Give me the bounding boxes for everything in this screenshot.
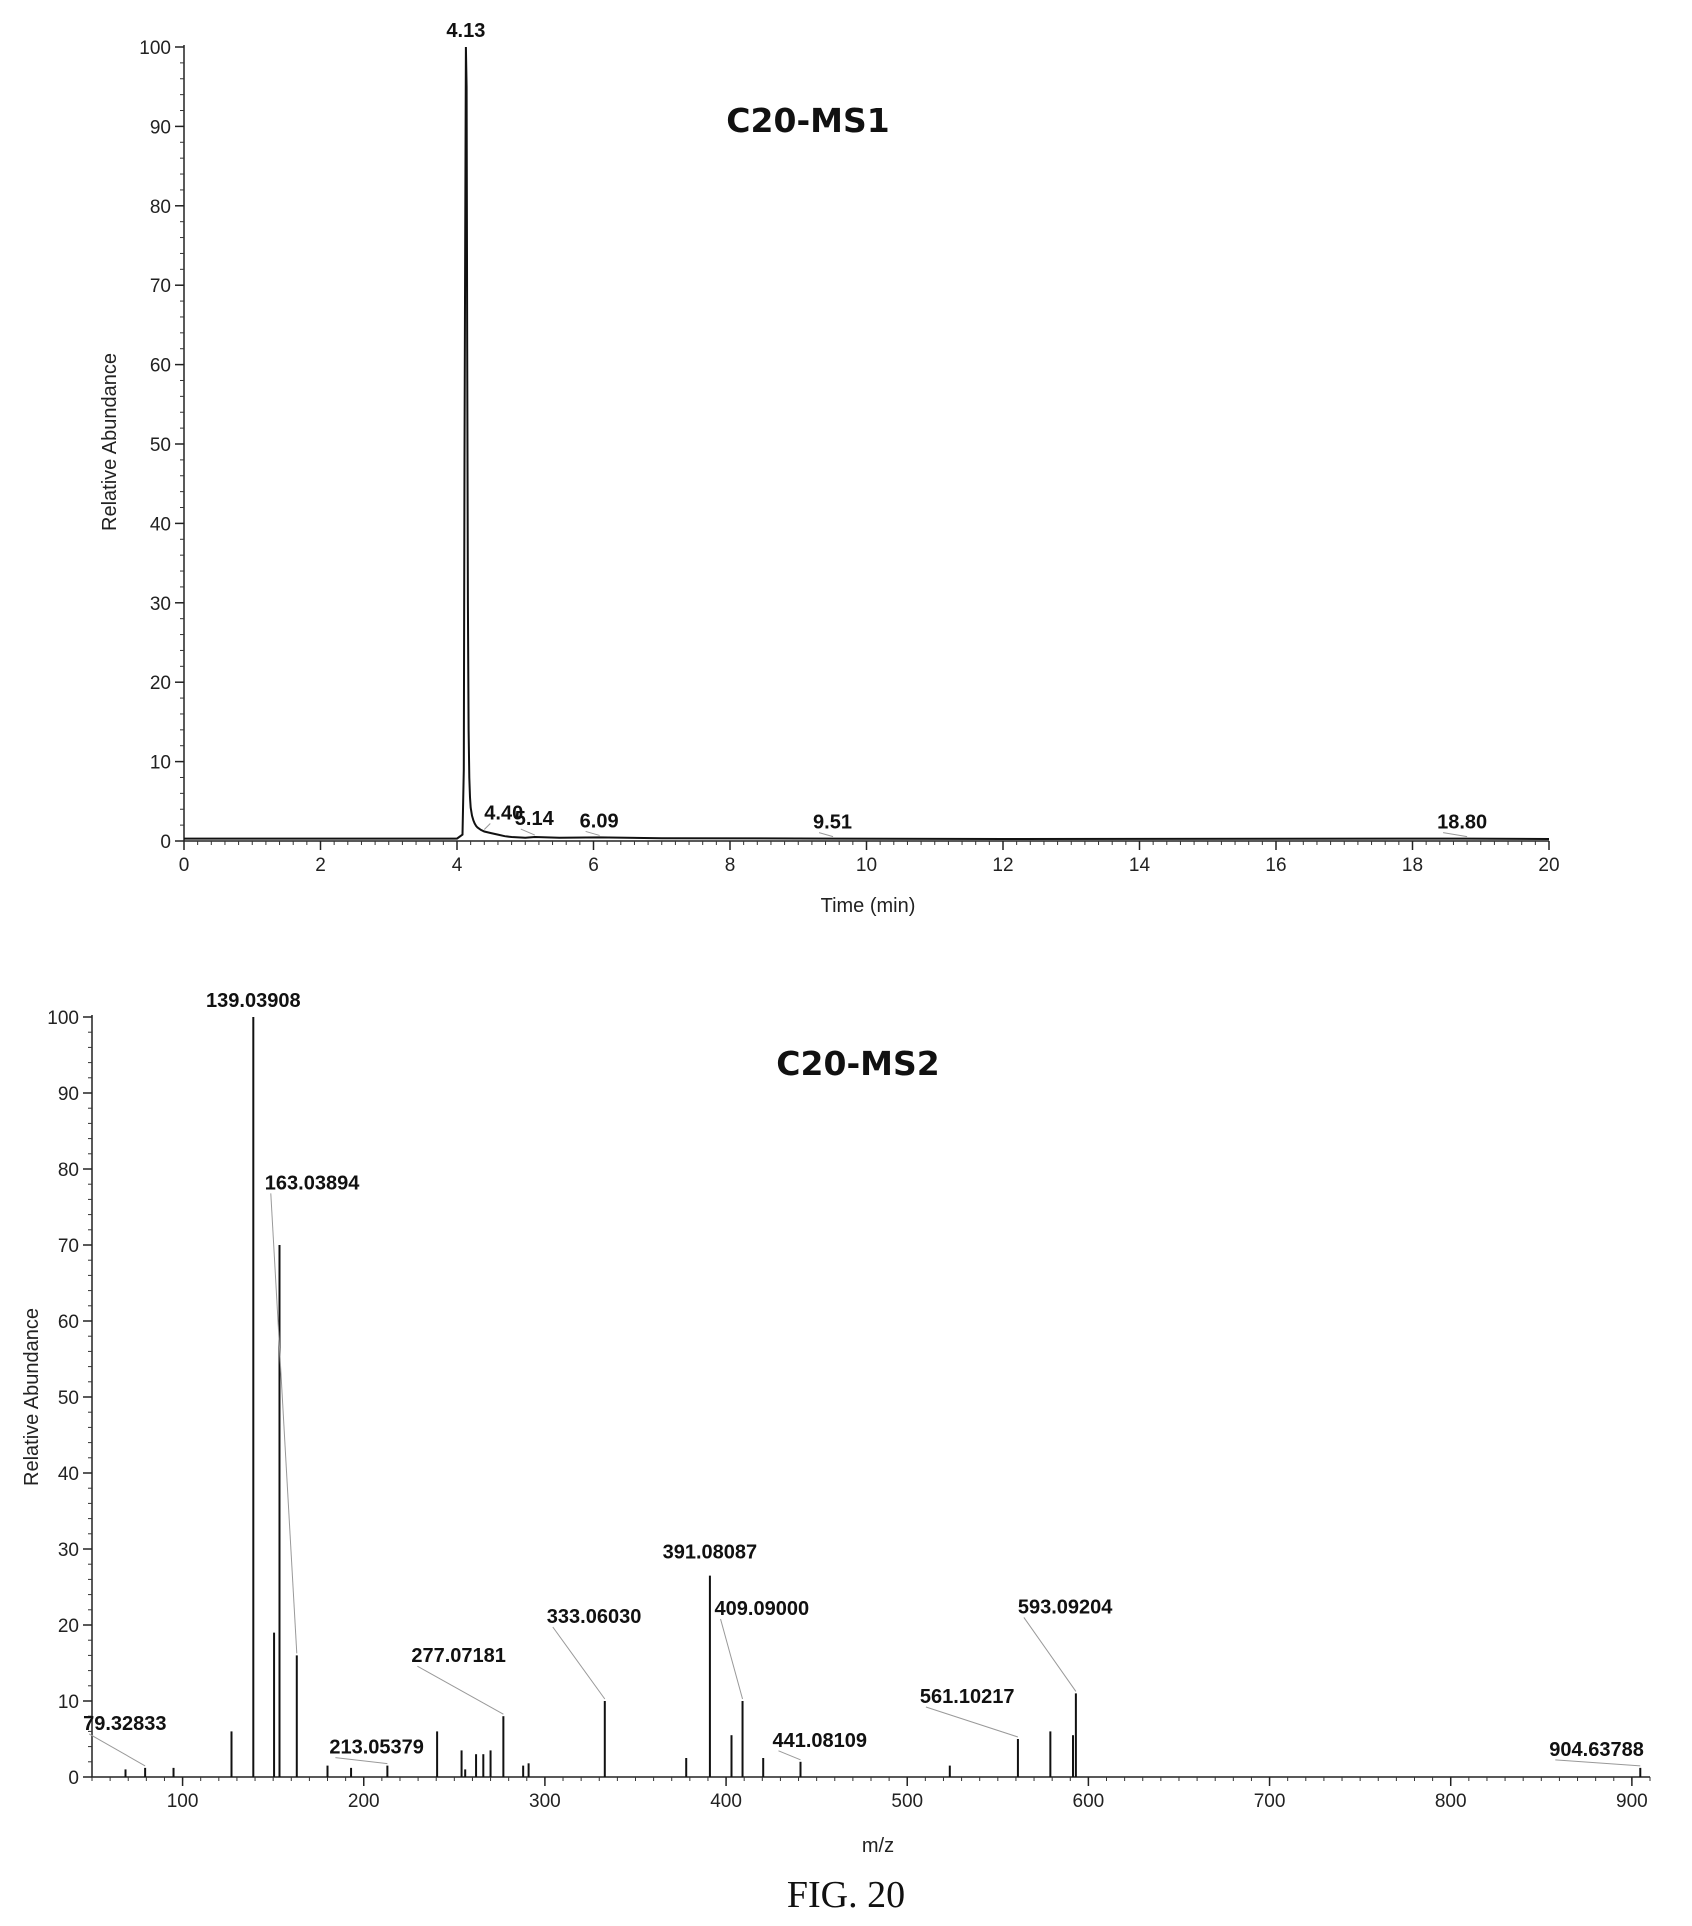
ms2-peak-label: 139.03908	[206, 990, 301, 1012]
ms2-peak-leader-line	[88, 1733, 146, 1767]
ms2-peak-label: 391.08087	[663, 1542, 758, 1564]
ms1-y-tick-label: 20	[150, 673, 171, 694]
ms2-y-tick-label: 40	[58, 1464, 79, 1485]
ms1-y-tick-label: 10	[150, 753, 171, 774]
ms2-x-tick-label: 200	[348, 1791, 380, 1812]
ms2-x-tick-label: 400	[710, 1791, 742, 1812]
ms1-peak-leader-line	[818, 832, 834, 838]
ms2-x-axis-label: m/z	[862, 1835, 894, 1857]
ms1-y-tick-label: 30	[150, 594, 171, 615]
ms2-peak-leader-line	[552, 1626, 606, 1700]
ms1-peak-leader-line	[520, 828, 536, 836]
ms2-chart-title: C20-MS2	[776, 1044, 939, 1083]
ms2-peak-leader-line	[417, 1665, 504, 1715]
ms1-x-axis-label: Time (min)	[821, 895, 916, 917]
ms2-y-tick-label: 20	[58, 1616, 79, 1637]
ms2-y-tick-label: 100	[47, 1008, 79, 1029]
ms1-chromatogram-chart: C20-MS1 Time (min) Relative Abundance 0 2…	[99, 20, 1560, 917]
ms2-y-tick-label: 50	[58, 1388, 79, 1409]
ms1-peak-leader-line	[585, 830, 600, 836]
ms1-x-tick-label: 18	[1402, 855, 1423, 876]
ms2-y-tick-label: 90	[58, 1084, 79, 1105]
ms2-minor-ticks	[88, 1016, 1651, 1781]
ms1-peak-label: 4.13	[446, 20, 485, 42]
ms2-peak-label: 163.03894	[265, 1172, 360, 1194]
ms1-chart-title: C20-MS1	[726, 101, 889, 140]
ms2-x-tick-label: 300	[529, 1791, 561, 1812]
ms2-peak-leader-line	[335, 1757, 388, 1765]
ms1-y-tick-label: 40	[150, 514, 171, 535]
ms1-x-tick-label: 0	[179, 855, 190, 876]
ms2-peak-label: 441.08109	[772, 1730, 867, 1752]
ms2-peak-label: 904.63788	[1549, 1739, 1644, 1761]
ms2-y-tick-label: 70	[58, 1236, 79, 1257]
ms2-peak-leader-line	[1023, 1617, 1077, 1692]
ms1-x-tick-label: 6	[588, 855, 599, 876]
ms1-y-tick-label: 90	[150, 117, 171, 138]
ms2-peak-label: 277.07181	[411, 1645, 506, 1667]
ms2-peak-leader-line	[270, 1193, 298, 1654]
ms1-peak-label: 6.09	[580, 810, 619, 832]
ms2-peak-label: 333.06030	[547, 1606, 642, 1628]
ms1-y-tick-label: 0	[160, 832, 171, 853]
ms1-peak-label: 4.40	[484, 802, 523, 824]
ms2-peak-label: 409.09000	[715, 1598, 810, 1620]
ms2-peak-label: 79.32833	[83, 1713, 166, 1735]
figure-caption: FIG. 20	[787, 1874, 905, 1916]
ms1-peak-leader-line	[483, 823, 491, 830]
ms1-y-tick-label: 70	[150, 276, 171, 297]
ms2-peak-leader-line	[1555, 1759, 1641, 1767]
ms2-peak-label: 561.10217	[920, 1686, 1015, 1708]
ms2-peak-label: 213.05379	[329, 1737, 424, 1759]
ms2-peak-leader-line	[925, 1706, 1019, 1738]
ms2-y-axis-label: Relative Abundance	[21, 1308, 43, 1486]
ms1-x-tick-label: 14	[1129, 855, 1151, 876]
ms1-peak-label: 9.51	[813, 812, 852, 834]
ms2-peak-leader-line	[720, 1618, 744, 1700]
ms1-y-tick-label: 60	[150, 356, 171, 377]
ms2-x-tick-label: 900	[1616, 1791, 1648, 1812]
ms1-series-line	[184, 46, 1550, 841]
ms2-x-tick-label: 700	[1254, 1791, 1286, 1812]
ms2-peak-leader-line	[778, 1750, 801, 1761]
ms1-x-tick-label: 10	[856, 855, 877, 876]
ms2-y-tick-label: 10	[58, 1692, 79, 1713]
ms1-peak-label: 18.80	[1437, 812, 1487, 834]
ms2-y-tick-label: 80	[58, 1160, 79, 1181]
ms1-x-tick-label: 8	[725, 855, 736, 876]
ms1-minor-ticks	[180, 46, 1550, 845]
ms1-x-tick-label: 16	[1265, 855, 1286, 876]
ms2-y-tick-label: 30	[58, 1540, 79, 1561]
ms2-y-tick-label: 0	[68, 1768, 79, 1789]
ms2-peak-label: 593.09204	[1018, 1596, 1113, 1618]
ms1-y-axis-label: Relative Abundance	[99, 353, 121, 531]
ms1-x-tick-label: 12	[992, 855, 1013, 876]
ms1-x-tick-label: 2	[315, 855, 326, 876]
ms1-x-tick-label: 4	[452, 855, 463, 876]
ms1-y-tick-label: 100	[139, 38, 171, 59]
ms2-x-tick-label: 800	[1435, 1791, 1467, 1812]
ms2-spectrum-chart: C20-MS2 m/z Relative Abundance 100 200 300…	[21, 990, 1651, 1857]
ms1-peak-label: 5.14	[515, 808, 555, 830]
ms1-y-tick-label: 50	[150, 435, 171, 456]
ms2-x-tick-label: 100	[167, 1791, 199, 1812]
ms1-peak-leader-line	[1443, 832, 1468, 838]
ms1-y-tick-label: 80	[150, 197, 171, 218]
ms2-y-tick-label: 60	[58, 1312, 79, 1333]
ms2-x-tick-label: 500	[891, 1791, 923, 1812]
ms1-x-tick-label: 20	[1538, 855, 1559, 876]
ms2-x-tick-label: 600	[1073, 1791, 1105, 1812]
